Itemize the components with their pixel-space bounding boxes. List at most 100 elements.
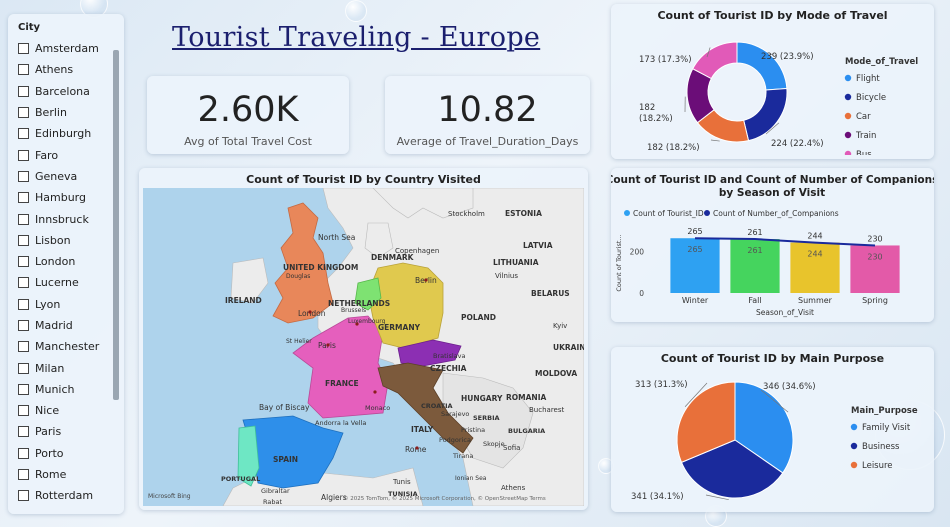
checkbox[interactable]	[18, 383, 29, 395]
checkbox[interactable]	[18, 298, 29, 310]
slicer-item-hamburg[interactable]: Hamburg	[18, 187, 124, 208]
map-label-algiers: Algiers	[321, 493, 347, 502]
slicer-item-label: Manchester	[35, 340, 100, 354]
map-country-germany[interactable]	[367, 262, 444, 349]
map-country-france[interactable]	[292, 315, 389, 419]
legend-item[interactable]: Train	[855, 131, 876, 141]
bar-winter[interactable]	[670, 238, 720, 293]
leader-line	[760, 389, 789, 413]
checkbox[interactable]	[18, 469, 29, 481]
slicer-item-rome[interactable]: Rome	[18, 464, 124, 485]
map-attribution[interactable]: © 2025 TomTom, © 2025 Microsoft Corporat…	[343, 495, 546, 502]
data-label: 313 (31.3%)	[635, 380, 688, 390]
slicer-item-milan[interactable]: Milan	[18, 357, 124, 378]
checkbox[interactable]	[18, 170, 29, 182]
legend-item[interactable]: Count of Tourist_ID	[633, 209, 704, 218]
slice-bus[interactable]	[692, 41, 738, 80]
slice-bicycle[interactable]	[743, 88, 788, 142]
bar-spring[interactable]	[850, 245, 900, 293]
page-title: Tourist Traveling - Europe	[172, 22, 541, 53]
slicer-item-label: Hamburg	[35, 191, 86, 205]
slicer-item-manchester[interactable]: Manchester	[18, 336, 124, 357]
legend-item[interactable]: Count of Number_of_Companions	[713, 209, 839, 218]
slicer-item-nice[interactable]: Nice	[18, 400, 124, 421]
map-country-netherlands[interactable]	[354, 277, 382, 311]
slicer-item-amsterdam[interactable]: Amsterdam	[18, 38, 124, 59]
checkbox[interactable]	[18, 234, 29, 246]
kpi-value: 10.82	[437, 90, 538, 130]
map-country-austria[interactable]	[397, 339, 462, 367]
checkbox[interactable]	[18, 320, 29, 331]
europe-map[interactable]: North Sea UNITED KINGDOM IRELAND NETHERL…	[143, 188, 584, 506]
map-label-monaco: Monaco	[365, 404, 390, 412]
legend-marker	[844, 93, 852, 101]
slicer-item-athens[interactable]: Athens	[18, 59, 124, 80]
checkbox[interactable]	[18, 213, 29, 225]
legend-item[interactable]: Business	[862, 442, 900, 452]
map-label-tirana: Tirana	[452, 452, 473, 460]
slice-leisure[interactable]	[676, 381, 736, 464]
legend-item[interactable]: Leisure	[862, 461, 893, 471]
slicer-item-paris[interactable]: Paris	[18, 421, 124, 442]
bar-data-label: 261	[747, 246, 762, 255]
checkbox[interactable]	[18, 490, 29, 502]
bar-fall[interactable]	[730, 239, 780, 293]
slicer-item-barcelona[interactable]: Barcelona	[18, 81, 124, 102]
checkbox[interactable]	[18, 362, 29, 374]
mode-of-travel-chart[interactable]: Count of Tourist ID by Mode of Travel 23…	[611, 4, 934, 160]
checkbox[interactable]	[18, 447, 29, 459]
slicer-item-madrid[interactable]: Madrid	[18, 315, 124, 336]
legend-item[interactable]: Car	[856, 112, 871, 122]
map-country-italy[interactable]	[377, 362, 474, 454]
checkbox[interactable]	[18, 64, 29, 76]
legend-item[interactable]: Flight	[856, 74, 880, 84]
checkbox[interactable]	[18, 43, 29, 55]
slicer-item-label: Innsbruck	[35, 212, 89, 226]
slicer-item-porto[interactable]: Porto	[18, 443, 124, 464]
map-label-rome: Rome	[405, 445, 427, 454]
map-label-north-sea: North Sea	[318, 233, 355, 242]
map-label-ireland: IRELAND	[225, 296, 262, 305]
slicer-item-lucerne[interactable]: Lucerne	[18, 272, 124, 293]
map-label-stockholm: Stockholm	[448, 210, 485, 218]
city-slicer[interactable]: City Amsterdam Athens Barcelona Berlin Edinb…	[8, 14, 124, 514]
slicer-item-lyon[interactable]: Lyon	[18, 294, 124, 315]
slicer-item-rotterdam[interactable]: Rotterdam	[18, 485, 124, 506]
slice-flight[interactable]	[736, 41, 788, 91]
main-purpose-chart[interactable]: Count of Tourist ID by Main Purpose 346 …	[611, 347, 934, 512]
slicer-item-faro[interactable]: Faro	[18, 144, 124, 165]
companions-line[interactable]	[694, 237, 876, 247]
slice-family-visit[interactable]	[734, 381, 794, 474]
slicer-item-edinburgh[interactable]: Edinburgh	[18, 123, 124, 144]
slicer-item-berlin[interactable]: Berlin	[18, 102, 124, 123]
slicer-scrollbar[interactable]	[113, 50, 119, 400]
slice-business[interactable]	[680, 439, 784, 499]
legend-item[interactable]: Bicycle	[856, 93, 886, 103]
slicer-item-london[interactable]: London	[18, 251, 124, 272]
checkbox[interactable]	[18, 341, 29, 353]
season-of-visit-chart[interactable]: Count of Tourist ID and Count of Number …	[606, 168, 938, 322]
checkbox[interactable]	[18, 192, 29, 204]
checkbox[interactable]	[18, 107, 29, 119]
checkbox[interactable]	[18, 85, 29, 97]
map-label-lithuania: LITHUANIA	[493, 258, 539, 267]
legend-item[interactable]: Family Visit	[862, 423, 911, 433]
slicer-item-munich[interactable]: Munich	[18, 379, 124, 400]
legend-item[interactable]: Bus	[856, 150, 872, 160]
map-label-belarus: BELARUS	[531, 289, 570, 298]
bar-summer[interactable]	[790, 242, 840, 293]
checkbox[interactable]	[18, 405, 29, 417]
map-country-portugal[interactable]	[237, 425, 260, 487]
checkbox[interactable]	[18, 256, 29, 268]
map-label-douglas: Douglas	[286, 273, 310, 280]
checkbox[interactable]	[18, 128, 29, 140]
checkbox[interactable]	[18, 149, 29, 161]
map-country-uk[interactable]	[272, 202, 334, 324]
data-label: 182	[639, 103, 655, 113]
slicer-item-innsbruck[interactable]: Innsbruck	[18, 208, 124, 229]
checkbox[interactable]	[18, 426, 29, 438]
legend-marker	[844, 112, 852, 120]
checkbox[interactable]	[18, 277, 29, 289]
slicer-item-geneva[interactable]: Geneva	[18, 166, 124, 187]
slicer-item-lisbon[interactable]: Lisbon	[18, 230, 124, 251]
